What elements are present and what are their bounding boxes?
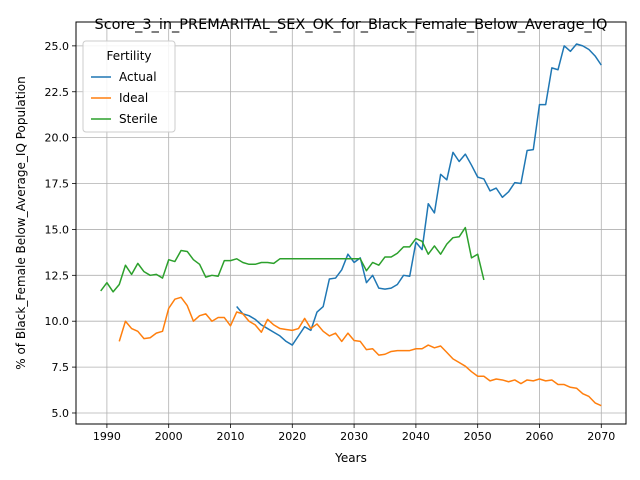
x-axis-ticks: 1990 2000 2010 2020 2030 2040 2050 2060 2070 <box>93 424 615 443</box>
plot-frame <box>75 21 627 425</box>
y-axis-ticks: 5.0 7.5 10.0 12.5 15.0 17.5 20.0 22.5 25.0 <box>45 40 76 420</box>
y-tick-label: 5.0 <box>52 407 70 420</box>
chart-title: Score_3_in_PREMARITAL_SEX_OK_for_Black_F… <box>95 17 608 33</box>
legend-title: Fertility <box>106 49 151 63</box>
x-tick-label: 1990 <box>93 430 121 443</box>
legend-label-ideal: Ideal <box>119 91 148 105</box>
legend-label-actual: Actual <box>119 70 157 84</box>
y-tick-label: 10.0 <box>45 315 70 328</box>
series-line-actual <box>236 43 602 346</box>
x-tick-label: 2070 <box>587 430 615 443</box>
y-tick-label: 15.0 <box>45 223 70 236</box>
x-tick-label: 2050 <box>464 430 492 443</box>
y-tick-label: 17.5 <box>45 178 70 191</box>
series-line-sterile <box>100 226 485 293</box>
x-tick-label: 2010 <box>216 430 244 443</box>
x-tick-label: 2060 <box>525 430 553 443</box>
x-tick-label: 2030 <box>340 430 368 443</box>
y-tick-label: 12.5 <box>45 269 70 282</box>
y-tick-label: 20.0 <box>45 132 70 145</box>
x-axis-label: Years <box>334 451 367 465</box>
y-tick-label: 25.0 <box>45 40 70 53</box>
grid-lines <box>76 22 626 424</box>
x-tick-label: 2040 <box>402 430 430 443</box>
y-axis-label: % of Black_Female Below_Average_IQ Popul… <box>14 76 28 370</box>
y-tick-label: 22.5 <box>45 86 70 99</box>
series-lines <box>100 43 602 407</box>
series-line-ideal <box>118 296 602 407</box>
x-tick-label: 2000 <box>155 430 183 443</box>
legend-frame <box>82 40 176 133</box>
legend: Fertility Actual Ideal Sterile <box>82 40 176 133</box>
y-tick-label: 7.5 <box>52 361 70 374</box>
x-tick-label: 2020 <box>278 430 306 443</box>
legend-label-sterile: Sterile <box>119 112 158 126</box>
